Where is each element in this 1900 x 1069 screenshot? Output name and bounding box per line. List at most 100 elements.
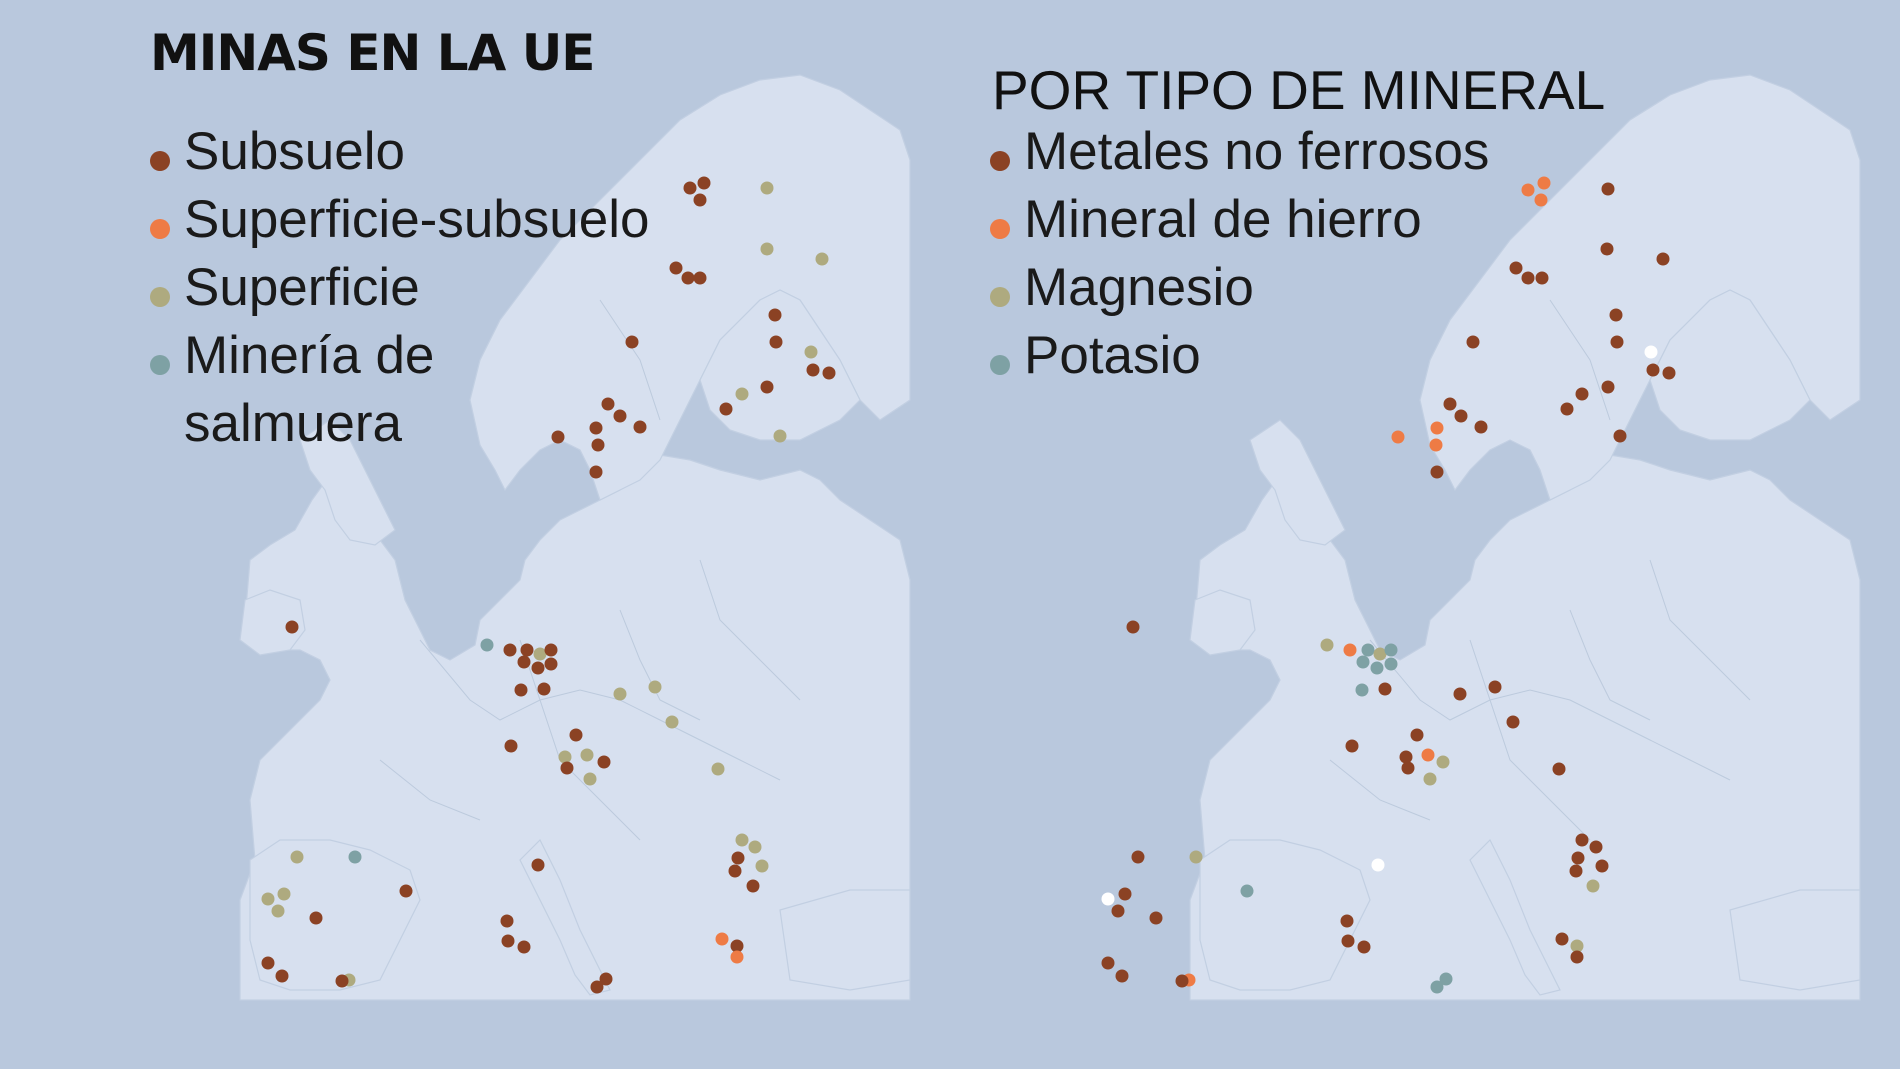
mine-marker [625, 335, 639, 349]
mine-marker [533, 647, 547, 661]
mine-marker [711, 762, 725, 776]
mine-marker [681, 271, 695, 285]
legend-label: Superficie-subsuelo [184, 190, 650, 249]
mine-marker [1340, 914, 1354, 928]
mine-marker [1521, 183, 1535, 197]
mine-marker [1570, 939, 1584, 953]
mine-marker [693, 271, 707, 285]
mine-marker [599, 972, 613, 986]
mine-marker [1644, 345, 1658, 359]
mine-marker [1189, 850, 1203, 864]
legend-label: Subsuelo [184, 122, 406, 181]
mine-marker [544, 643, 558, 657]
mine-marker [773, 429, 787, 443]
mine-marker [590, 980, 604, 994]
mine-marker [1391, 430, 1405, 444]
map-title: POR TIPO DE MINERAL [992, 59, 1606, 121]
mine-marker [1646, 363, 1660, 377]
mine-marker [1454, 409, 1468, 423]
mine-marker [261, 956, 275, 970]
mine-markers-type [261, 176, 836, 994]
mine-marker [1399, 750, 1413, 764]
mine-marker [683, 181, 697, 195]
mine-marker [520, 643, 534, 657]
mine-marker [1453, 687, 1467, 701]
mine-marker [1410, 728, 1424, 742]
mine-marker [500, 914, 514, 928]
legend-dot-icon [150, 151, 170, 171]
legend-dot-icon [990, 219, 1010, 239]
mine-marker [503, 643, 517, 657]
mine-marker [544, 657, 558, 671]
mine-marker [1118, 887, 1132, 901]
legend-dot-icon [990, 355, 1010, 375]
mine-marker [806, 363, 820, 377]
legend-label: Minería de salmuera [184, 326, 435, 453]
mine-marker [285, 620, 299, 634]
mine-marker [697, 176, 711, 190]
mine-marker [531, 858, 545, 872]
mine-marker [569, 728, 583, 742]
mine-marker [1421, 748, 1435, 762]
legend-label: Potasio [1024, 326, 1201, 385]
mine-marker [715, 932, 729, 946]
mine-marker [1423, 772, 1437, 786]
mine-marker [760, 380, 774, 394]
mine-marker [1356, 655, 1370, 669]
mine-marker [735, 833, 749, 847]
mine-marker [730, 950, 744, 964]
mine-marker [591, 438, 605, 452]
mine-marker [613, 409, 627, 423]
mine-marker [1436, 755, 1450, 769]
mine-marker [589, 421, 603, 435]
landmass [1189, 74, 1861, 1001]
mine-marker [558, 750, 572, 764]
mine-marker [597, 755, 611, 769]
legend-item-salmuera: Minería de salmuera [150, 322, 484, 458]
mine-marker [1357, 940, 1371, 954]
mine-marker [1439, 972, 1453, 986]
mine-marker [1115, 969, 1129, 983]
mine-marker [1537, 176, 1551, 190]
map-panel-mine-type: MINAS EN LA UE Subsuelo Superficie-subsu… [150, 24, 911, 1001]
legend-label: Magnesio [1024, 258, 1254, 317]
mine-marker [1343, 643, 1357, 657]
mine-marker [1610, 335, 1624, 349]
mine-marker [1595, 859, 1609, 873]
mine-marker [1552, 762, 1566, 776]
mine-marker [1131, 850, 1145, 864]
mine-marker [275, 969, 289, 983]
mine-marker [665, 715, 679, 729]
mine-marker [633, 420, 647, 434]
mine-markers-mineral [1101, 176, 1676, 994]
legend-item-subsuelo: Subsuelo [150, 118, 710, 186]
mine-marker [1361, 643, 1375, 657]
landmass [239, 74, 911, 1001]
mine-marker [731, 851, 745, 865]
mine-marker [309, 911, 323, 925]
mine-marker [501, 934, 515, 948]
mine-marker [531, 661, 545, 675]
mine-marker [1662, 366, 1676, 380]
mine-marker [1601, 182, 1615, 196]
legend-item-superficie-subsuelo: Superficie-subsuelo [150, 186, 710, 254]
mine-marker [580, 748, 594, 762]
mine-marker [746, 879, 760, 893]
mine-marker [517, 655, 531, 669]
mine-marker [1656, 252, 1670, 266]
mine-marker [1609, 308, 1623, 322]
mine-marker [760, 181, 774, 195]
mine-marker [1430, 980, 1444, 994]
mine-marker [1575, 387, 1589, 401]
mine-marker [1341, 934, 1355, 948]
legend-label: Superficie [184, 258, 420, 317]
legend-dot-icon [990, 287, 1010, 307]
mine-marker [399, 884, 413, 898]
mine-marker [514, 683, 528, 697]
mine-marker [1240, 884, 1254, 898]
legend-item-superficie: Superficie [150, 254, 710, 322]
mine-marker [1430, 465, 1444, 479]
mine-marker [1586, 879, 1600, 893]
mine-marker [769, 335, 783, 349]
mine-marker [1506, 715, 1520, 729]
